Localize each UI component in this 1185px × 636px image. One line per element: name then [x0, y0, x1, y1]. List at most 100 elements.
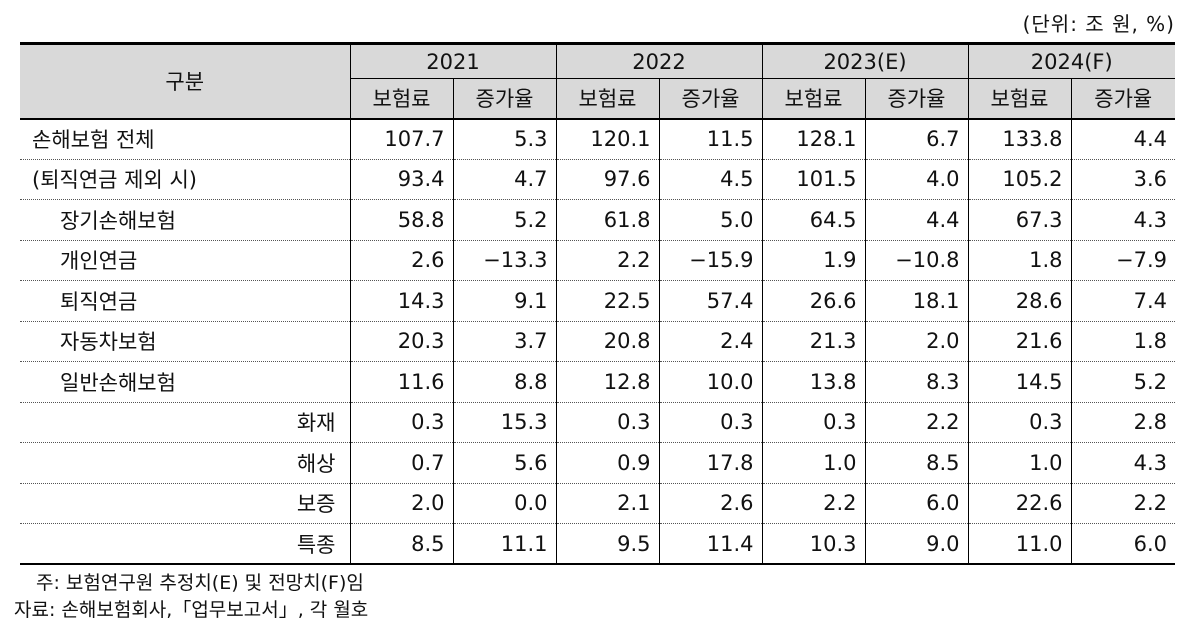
- header-growth: 증가율: [1070, 78, 1175, 120]
- growth-cell: 4.4: [1070, 118, 1175, 160]
- growth-cell: 10.0: [658, 361, 762, 403]
- growth-cell: −13.3: [452, 240, 556, 281]
- premium-cell: 1.9: [761, 240, 865, 281]
- growth-cell: 9.0: [864, 523, 968, 565]
- premium-cell: 28.6: [967, 280, 1071, 322]
- growth-cell: 5.6: [452, 442, 556, 484]
- growth-cell: 0.0: [452, 483, 556, 524]
- premium-cell: 26.6: [761, 280, 865, 322]
- premium-cell: 128.1: [761, 118, 865, 160]
- row-label: 장기손해보험: [20, 199, 350, 241]
- header-premium: 보험료: [349, 78, 453, 120]
- premium-cell: 10.3: [761, 523, 865, 565]
- premium-cell: 9.5: [555, 523, 659, 565]
- table-row: 자동차보험 20.3 3.7 20.8 2.4 21.3 2.0 21.6 1.8: [20, 321, 1175, 362]
- premium-cell: 2.1: [555, 483, 659, 524]
- header-year: 2021: [349, 42, 556, 79]
- note-text: 주: 보험연구원 추정치(E) 및 전망치(F)임: [36, 572, 364, 594]
- premium-cell: 1.8: [967, 240, 1071, 281]
- header-year: 2024(F): [967, 42, 1175, 79]
- premium-cell: 105.2: [967, 159, 1071, 200]
- growth-cell: 11.1: [452, 523, 556, 565]
- premium-cell: 2.2: [555, 240, 659, 281]
- premium-cell: 22.6: [967, 483, 1071, 524]
- premium-cell: 0.3: [761, 402, 865, 443]
- premium-cell: 58.8: [349, 199, 453, 241]
- premium-cell: 8.5: [349, 523, 453, 565]
- growth-cell: 5.2: [1070, 361, 1175, 403]
- premium-cell: 0.9: [555, 442, 659, 484]
- growth-cell: −15.9: [658, 240, 762, 281]
- premium-cell: 61.8: [555, 199, 659, 241]
- row-label: 퇴직연금: [20, 280, 350, 322]
- growth-cell: 8.3: [864, 361, 968, 403]
- table-row: (퇴직연금 제외 시) 93.4 4.7 97.6 4.5 101.5 4.0 105.2 3.…: [20, 159, 1175, 200]
- row-label: (퇴직연금 제외 시): [20, 159, 350, 200]
- premium-cell: 1.0: [967, 442, 1071, 484]
- growth-cell: −7.9: [1070, 240, 1175, 281]
- row-label: 특종: [20, 523, 350, 565]
- premium-cell: 67.3: [967, 199, 1071, 241]
- growth-cell: 4.3: [1070, 442, 1175, 484]
- premium-cell: 13.8: [761, 361, 865, 403]
- premium-cell: 0.7: [349, 442, 453, 484]
- premium-cell: 11.0: [967, 523, 1071, 565]
- premium-cell: 101.5: [761, 159, 865, 200]
- row-label: 일반손해보험: [20, 361, 350, 403]
- growth-cell: 4.5: [658, 159, 762, 200]
- growth-cell: 2.0: [864, 321, 968, 362]
- header-row-years: 구분 2021 2022 2023(E) 2024(F): [20, 42, 1175, 120]
- growth-cell: 4.3: [1070, 199, 1175, 241]
- header-premium: 보험료: [761, 78, 865, 120]
- table-row: 장기손해보험 58.8 5.2 61.8 5.0 64.5 4.4 67.3 4.3: [20, 199, 1175, 241]
- premium-cell: 21.6: [967, 321, 1071, 362]
- growth-cell: −10.8: [864, 240, 968, 281]
- premium-cell: 107.7: [349, 118, 453, 160]
- row-label: 해상: [20, 442, 350, 484]
- premium-cell: 12.8: [555, 361, 659, 403]
- growth-cell: 57.4: [658, 280, 762, 322]
- growth-cell: 0.3: [658, 402, 762, 443]
- header-growth: 증가율: [452, 78, 556, 120]
- growth-cell: 3.6: [1070, 159, 1175, 200]
- premium-cell: 21.3: [761, 321, 865, 362]
- growth-cell: 8.8: [452, 361, 556, 403]
- growth-cell: 5.0: [658, 199, 762, 241]
- premium-cell: 20.3: [349, 321, 453, 362]
- premium-cell: 2.6: [349, 240, 453, 281]
- growth-cell: 6.7: [864, 118, 968, 160]
- row-label: 자동차보험: [20, 321, 350, 362]
- premium-cell: 0.3: [967, 402, 1071, 443]
- header-year: 2022: [555, 42, 762, 79]
- growth-cell: 1.8: [1070, 321, 1175, 362]
- premium-cell: 133.8: [967, 118, 1071, 160]
- premium-cell: 64.5: [761, 199, 865, 241]
- table-row: 일반손해보험 11.6 8.8 12.8 10.0 13.8 8.3 14.5 5.2: [20, 361, 1175, 403]
- growth-cell: 3.7: [452, 321, 556, 362]
- row-label: 보증: [20, 483, 350, 524]
- growth-cell: 4.7: [452, 159, 556, 200]
- growth-cell: 4.4: [864, 199, 968, 241]
- table-row: 손해보험 전체 107.7 5.3 120.1 11.5 128.1 6.7 133.8 4.4: [20, 118, 1175, 160]
- premium-cell: 120.1: [555, 118, 659, 160]
- row-label: 화재: [20, 402, 350, 443]
- table-row: 화재 0.3 15.3 0.3 0.3 0.3 2.2 0.3 2.8: [20, 402, 1175, 443]
- premium-cell: 0.3: [555, 402, 659, 443]
- source-text: 자료: 손해보험회사,「업무보고서」, 각 월호: [14, 599, 369, 621]
- row-label: 개인연금: [20, 240, 350, 281]
- growth-cell: 2.6: [658, 483, 762, 524]
- growth-cell: 2.2: [864, 402, 968, 443]
- growth-cell: 4.0: [864, 159, 968, 200]
- growth-cell: 5.3: [452, 118, 556, 160]
- growth-cell: 7.4: [1070, 280, 1175, 322]
- premium-cell: 93.4: [349, 159, 453, 200]
- premium-cell: 2.0: [349, 483, 453, 524]
- growth-cell: 6.0: [1070, 523, 1175, 565]
- premium-cell: 97.6: [555, 159, 659, 200]
- table-row: 퇴직연금 14.3 9.1 22.5 57.4 26.6 18.1 28.6 7.4: [20, 280, 1175, 322]
- header-corner: 구분: [20, 42, 350, 120]
- footnotes: 주: 보험연구원 추정치(E) 및 전망치(F)임 자료: 손해보험회사,「업무…: [14, 570, 368, 624]
- growth-cell: 9.1: [452, 280, 556, 322]
- table-row: 해상 0.7 5.6 0.9 17.8 1.0 8.5 1.0 4.3: [20, 442, 1175, 484]
- growth-cell: 2.8: [1070, 402, 1175, 443]
